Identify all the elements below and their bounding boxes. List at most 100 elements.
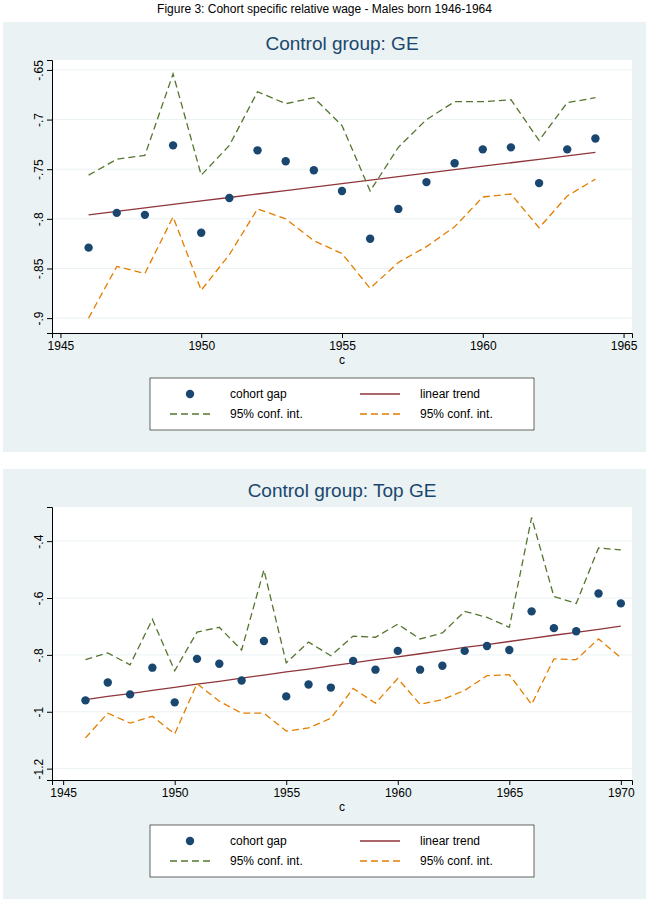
- tick-label: 1950: [162, 786, 189, 800]
- tick-label: 1960: [470, 339, 497, 353]
- tick-mark: [63, 780, 64, 785]
- axis-line: [53, 334, 633, 339]
- tick: 1945: [50, 780, 77, 800]
- point: [483, 642, 491, 650]
- tick-mark: [509, 780, 510, 785]
- tick-label: 1960: [385, 786, 412, 800]
- tick: 1960: [470, 333, 497, 353]
- tick: -.6: [32, 591, 52, 605]
- tick-label: -.8: [32, 648, 46, 662]
- tick-mark: [47, 655, 52, 656]
- grid-line: [52, 541, 632, 542]
- chart-title: Control group: Top GE: [248, 480, 437, 501]
- point: [225, 194, 233, 202]
- tick-label: -.75: [32, 159, 46, 180]
- point: [81, 696, 89, 704]
- tick: -.9: [32, 311, 52, 325]
- point: [550, 624, 558, 632]
- point: [617, 599, 625, 607]
- axis-line: [47, 508, 53, 781]
- legend-label: 95% conf. int.: [230, 407, 303, 421]
- tick-mark: [342, 333, 343, 338]
- tick-mark: [47, 70, 52, 71]
- point: [215, 659, 223, 667]
- tick: -.75: [32, 159, 52, 180]
- tick-label: -.4: [32, 534, 46, 548]
- tick: -1.2: [32, 758, 52, 779]
- legend-symbol: [360, 840, 400, 841]
- tick: -.85: [32, 258, 52, 279]
- series-line: [89, 74, 596, 191]
- point: [253, 146, 261, 154]
- tick-mark: [47, 598, 52, 599]
- legend-symbol: [360, 860, 400, 861]
- tick: 1950: [188, 333, 215, 353]
- point: [460, 647, 468, 655]
- point: [366, 234, 374, 242]
- point: [450, 159, 458, 167]
- grid-line: [52, 598, 632, 599]
- point: [422, 178, 430, 186]
- plot-area: [52, 507, 632, 780]
- figure-title: Figure 3: Cohort specific relative wage …: [157, 2, 492, 16]
- legend-symbol: [360, 393, 400, 394]
- grid-line: [52, 268, 632, 269]
- tick-mark: [47, 318, 52, 319]
- point: [304, 680, 312, 688]
- tick: -.65: [32, 60, 52, 81]
- x-axis-title: c: [339, 353, 345, 367]
- point: [505, 646, 513, 654]
- point: [282, 692, 290, 700]
- tick-mark: [60, 333, 61, 338]
- grid-line: [52, 69, 632, 70]
- series-line: [85, 639, 620, 738]
- axis-line: [53, 781, 633, 786]
- legend-symbol: [186, 390, 194, 398]
- point: [338, 187, 346, 195]
- chart-panel: Control group: Top GE -1.2 -1 -.8 -.6 -.4 1945…: [3, 469, 646, 899]
- tick-label: 1965: [496, 786, 523, 800]
- point: [349, 657, 357, 665]
- tick-mark: [47, 769, 52, 770]
- point: [591, 134, 599, 142]
- x-axis: 19451950195519601965: [48, 333, 638, 353]
- tick-mark: [483, 333, 484, 338]
- point: [170, 698, 178, 706]
- series-line: [89, 179, 596, 318]
- tick: 1945: [48, 333, 75, 353]
- x-axis-title: c: [339, 800, 345, 814]
- tick: -.8: [32, 648, 52, 662]
- point: [193, 655, 201, 663]
- point: [169, 141, 177, 149]
- chart-panel: Control group: GE-.9-.85-.8-.75-.7-.6519…: [3, 22, 646, 452]
- tick: 1965: [611, 333, 638, 353]
- legend-symbol: [170, 413, 210, 414]
- point: [371, 665, 379, 673]
- legend-label: linear trend: [420, 834, 480, 848]
- grid-line: [52, 768, 632, 769]
- series-line: [89, 152, 596, 215]
- y-axis: -1.2 -1 -.8 -.6 -.4: [32, 508, 53, 781]
- legend-symbol: [170, 860, 210, 861]
- tick-label: -.65: [32, 60, 46, 81]
- tick: -.8: [32, 212, 52, 226]
- point: [572, 627, 580, 635]
- point: [507, 143, 515, 151]
- axis-line: [47, 61, 53, 334]
- tick-label: 1950: [188, 339, 215, 353]
- point: [527, 607, 535, 615]
- chart-title: Control group: GE: [265, 33, 418, 54]
- tick: -.4: [32, 534, 52, 548]
- tick: -1: [32, 707, 52, 718]
- tick-label: -.9: [32, 311, 46, 325]
- grid-line: [52, 318, 632, 319]
- tick-label: -1: [32, 707, 46, 718]
- point: [141, 211, 149, 219]
- point: [148, 663, 156, 671]
- tick-label: 1945: [48, 339, 75, 353]
- legend-label: 95% conf. int.: [420, 854, 493, 868]
- point: [237, 676, 245, 684]
- point: [84, 243, 92, 251]
- tick-mark: [624, 333, 625, 338]
- tick-label: 1970: [608, 786, 635, 800]
